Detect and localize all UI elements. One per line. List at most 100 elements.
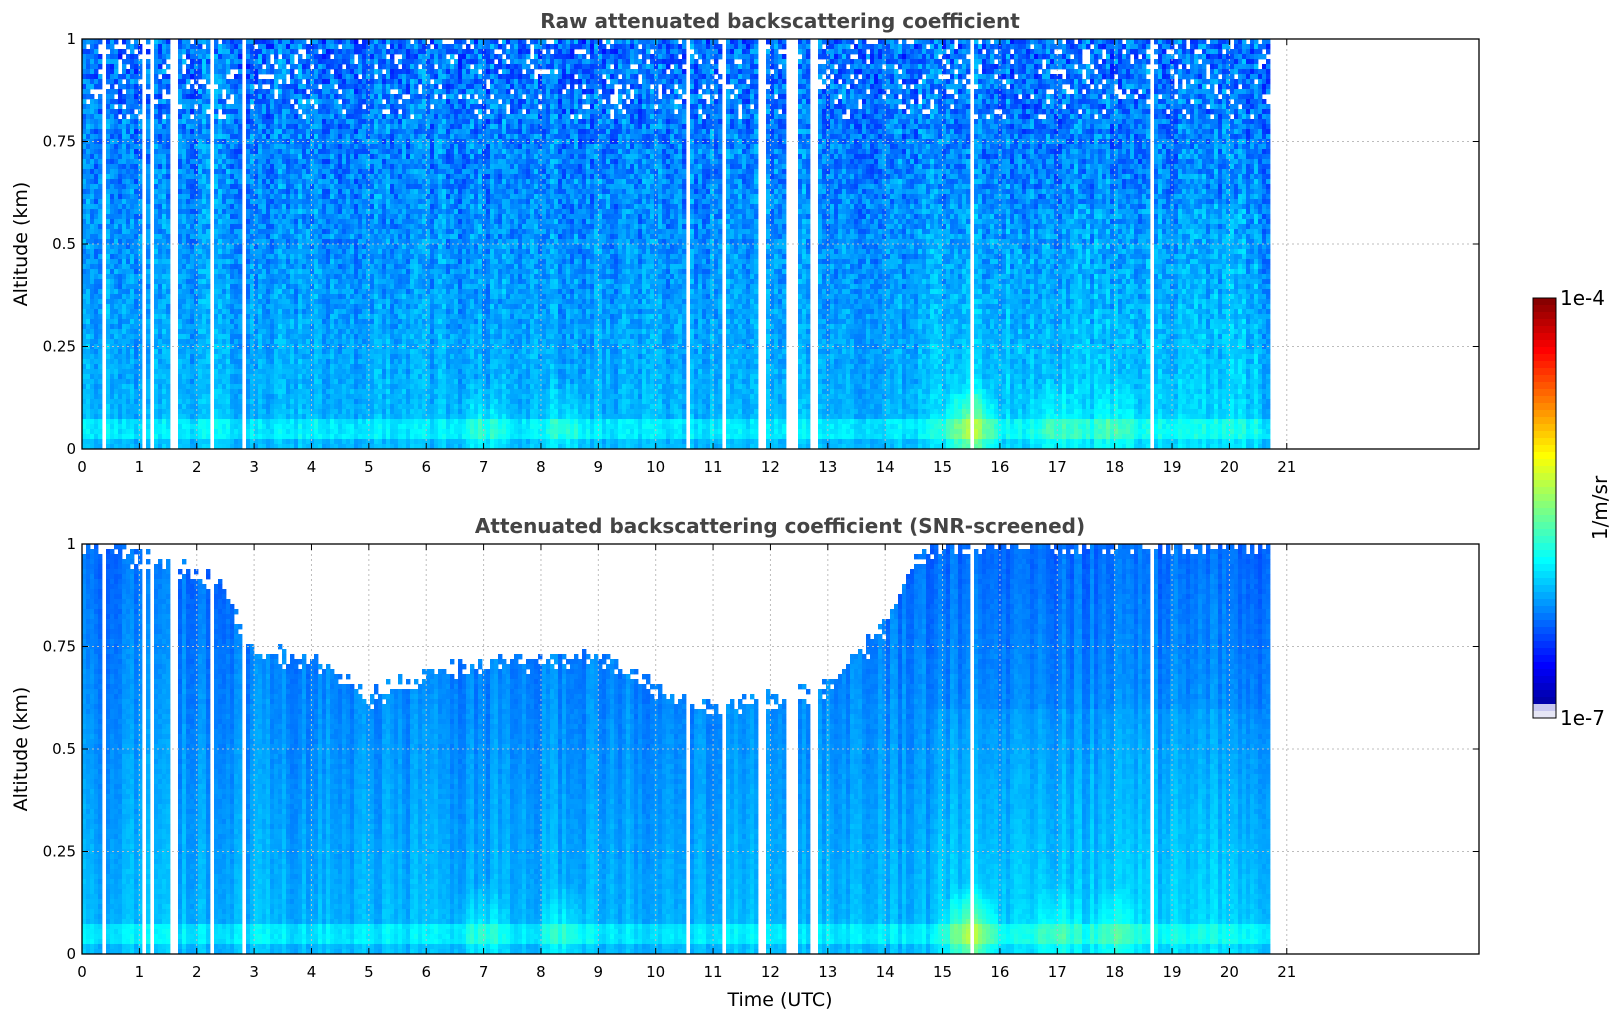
raw-cell [346,64,351,70]
raw-cell [146,364,151,370]
raw-cell [250,274,255,280]
raw-cell [318,109,323,115]
raw-cell [302,184,307,190]
raw-cell [330,384,335,390]
raw-cell [342,154,347,160]
raw-cell [158,179,163,185]
raw-cell [222,49,227,55]
raw-cell [274,104,279,110]
raw-cell [290,199,295,205]
raw-cell [330,364,335,370]
raw-cell [306,219,311,225]
raw-cell [286,174,291,180]
raw-cell [118,84,123,90]
raw-cell [298,169,303,175]
raw-cell [286,164,291,170]
raw-cell [282,159,287,165]
raw-cell [334,229,339,235]
raw-cell [330,114,335,120]
raw-cell [346,124,351,130]
raw-cell [274,284,279,290]
raw-cell [246,44,251,50]
raw-cell [314,184,319,190]
raw-cell [318,129,323,135]
raw-cell [86,179,91,185]
raw-cell [198,379,203,385]
raw-cell [298,154,303,160]
raw-cell [274,189,279,195]
raw-cell [98,399,103,405]
raw-cell [154,344,159,350]
raw-cell [350,244,355,250]
raw-cell [178,94,183,100]
raw-cell [110,424,115,430]
raw-cell [306,374,311,380]
raw-cell [162,49,167,55]
raw-cell [178,99,183,105]
raw-cell [310,384,315,390]
raw-cell [118,359,123,365]
raw-cell [134,214,139,220]
raw-cell [234,354,239,360]
raw-cell [206,379,211,385]
raw-cell [250,239,255,245]
raw-cell [266,409,271,415]
raw-cell [290,149,295,155]
raw-cell [126,54,131,60]
raw-cell [194,299,199,305]
raw-cell [106,359,111,365]
raw-cell [118,339,123,345]
raw-cell [274,224,279,230]
raw-cell [218,429,223,435]
raw-cell [330,84,335,90]
raw-cell [278,364,283,370]
raw-cell [354,289,359,295]
raw-cell [330,244,335,250]
raw-cell [90,204,95,210]
raw-cell [298,69,303,75]
raw-cell [274,44,279,50]
raw-cell [326,169,331,175]
raw-cell [166,254,171,260]
raw-cell [82,49,87,55]
raw-cell [222,109,227,115]
raw-cell [166,314,171,320]
raw-cell [258,89,263,95]
raw-cell [282,319,287,325]
raw-cell [354,204,359,210]
raw-cell [138,254,143,260]
raw-cell [318,99,323,105]
raw-cell [246,299,251,305]
raw-cell [226,49,231,55]
raw-cell [270,369,275,375]
raw-cell [238,339,243,345]
raw-cell [342,254,347,260]
raw-cell [110,274,115,280]
raw-cell [278,369,283,375]
raw-cell [114,139,119,145]
raw-cell [154,84,159,90]
raw-cell [202,99,207,105]
raw-cell [166,369,171,375]
raw-cell [314,344,319,350]
raw-cell [314,144,319,150]
raw-cell [146,329,151,335]
raw-cell [334,289,339,295]
raw-cell [86,289,91,295]
raw-cell [178,259,183,265]
raw-cell [90,129,95,135]
raw-cell [190,74,195,80]
raw-cell [166,289,171,295]
raw-cell [322,379,327,385]
raw-cell [98,219,103,225]
raw-cell [154,39,159,45]
raw-cell [258,114,263,120]
raw-cell [254,379,259,385]
raw-cell [110,294,115,300]
raw-cell [158,69,163,75]
raw-cell [138,329,143,335]
raw-cell [118,169,123,175]
raw-cell [226,339,231,345]
raw-cell [126,169,131,175]
raw-cell [106,419,111,425]
